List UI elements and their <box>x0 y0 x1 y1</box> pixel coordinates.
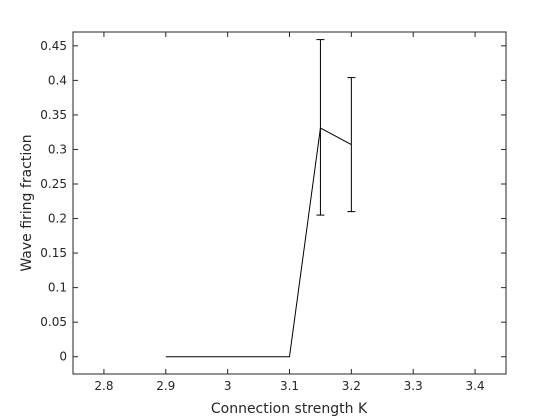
y-tick-label: 0.4 <box>48 73 67 87</box>
plot-area <box>73 32 506 374</box>
ticks-group: 2.8 2.9 3 3.1 3.2 3.3 3.4 0 0.05 0.1 0.15 0.2 0.25 0.… <box>40 32 506 393</box>
error-bar <box>316 40 324 215</box>
y-tick-label: 0.15 <box>40 246 67 260</box>
data-marks <box>166 40 356 357</box>
y-tick-label: 0.25 <box>40 177 67 191</box>
y-tick-label: 0.3 <box>48 142 67 156</box>
error-bar <box>347 78 355 212</box>
x-tick-label: 3 <box>224 379 232 393</box>
y-tick-label: 0.1 <box>48 281 67 295</box>
x-tick-label: 3.2 <box>342 379 361 393</box>
x-tick-label: 3.1 <box>280 379 299 393</box>
y-tick-label: 0.2 <box>48 212 67 226</box>
x-tick-label: 2.8 <box>94 379 113 393</box>
x-tick-label: 3.3 <box>404 379 423 393</box>
series-line <box>166 128 352 357</box>
y-axis-label: Wave firing fraction <box>19 134 35 271</box>
y-tick-label: 0.35 <box>40 108 67 122</box>
y-tick-label: 0.05 <box>40 315 67 329</box>
x-tick-label: 3.4 <box>466 379 485 393</box>
y-tick-label: 0 <box>59 350 67 364</box>
x-tick-label: 2.9 <box>156 379 175 393</box>
y-tick-label: 0.45 <box>40 39 67 53</box>
x-axis-label: Connection strength K <box>211 401 368 417</box>
